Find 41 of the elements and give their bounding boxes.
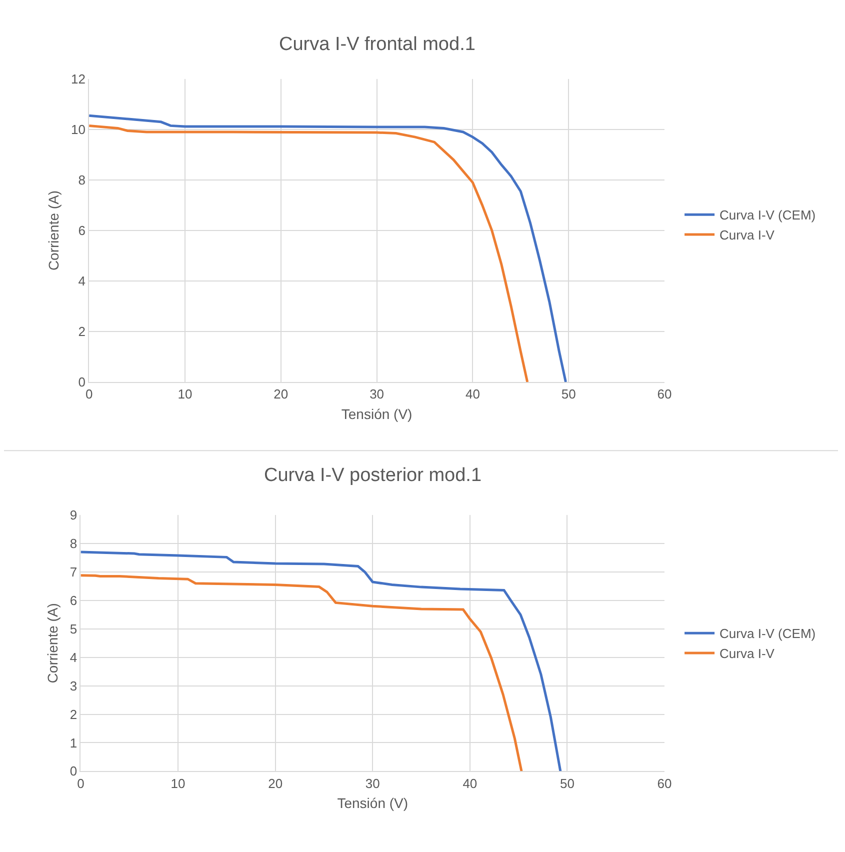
x-axis-title: Tensión (V) <box>337 795 408 812</box>
y-tick-label: 4 <box>78 274 86 289</box>
y-tick-label: 7 <box>70 564 78 580</box>
x-tick-label: 30 <box>365 776 380 791</box>
x-axis-title: Tensión (V) <box>341 406 412 422</box>
chart-title: Curva I-V posterior mod.1 <box>264 465 482 486</box>
y-tick-label: 9 <box>70 508 78 523</box>
x-tick-label: 60 <box>657 776 672 791</box>
y-tick-label: 12 <box>71 72 86 87</box>
y-tick-label: 5 <box>70 621 78 636</box>
y-tick-label: 0 <box>70 764 78 779</box>
legend-label: Curva I-V (CEM) <box>720 208 816 223</box>
line-series <box>80 574 523 772</box>
chart-title: Curva I-V frontal mod.1 <box>279 34 476 55</box>
y-tick-label: 1 <box>70 735 78 750</box>
legend-label: Curva I-V <box>720 646 775 662</box>
y-tick-label: 10 <box>71 122 86 138</box>
x-tick-label: 10 <box>170 776 186 791</box>
y-tick-label: 6 <box>78 223 86 238</box>
y-axis-title: Corriente (A) <box>46 190 62 271</box>
legend-label: Curva I-V (CEM) <box>720 626 816 642</box>
y-tick-label: 6 <box>70 592 78 608</box>
y-tick-label: 2 <box>78 324 86 340</box>
line-series <box>80 550 562 772</box>
y-tick-label: 3 <box>70 678 78 694</box>
y-tick-label: 8 <box>78 172 86 188</box>
x-tick-label: 10 <box>178 386 192 402</box>
x-tick-label: 30 <box>370 386 384 402</box>
y-tick-label: 4 <box>70 650 78 665</box>
x-tick-label: 20 <box>268 776 283 791</box>
x-tick-label: 60 <box>657 386 672 402</box>
y-tick-label: 0 <box>78 374 86 390</box>
y-tick-label: 2 <box>70 706 78 722</box>
legend-label: Curva I-V <box>720 228 775 243</box>
y-tick-label: 8 <box>70 536 78 552</box>
x-tick-label: 40 <box>465 386 480 402</box>
x-tick-label: 20 <box>274 386 288 402</box>
x-tick-label: 40 <box>462 776 478 791</box>
y-axis-title: Corriente (A) <box>44 603 60 684</box>
x-tick-label: 50 <box>560 776 574 791</box>
x-tick-label: 50 <box>561 386 576 402</box>
